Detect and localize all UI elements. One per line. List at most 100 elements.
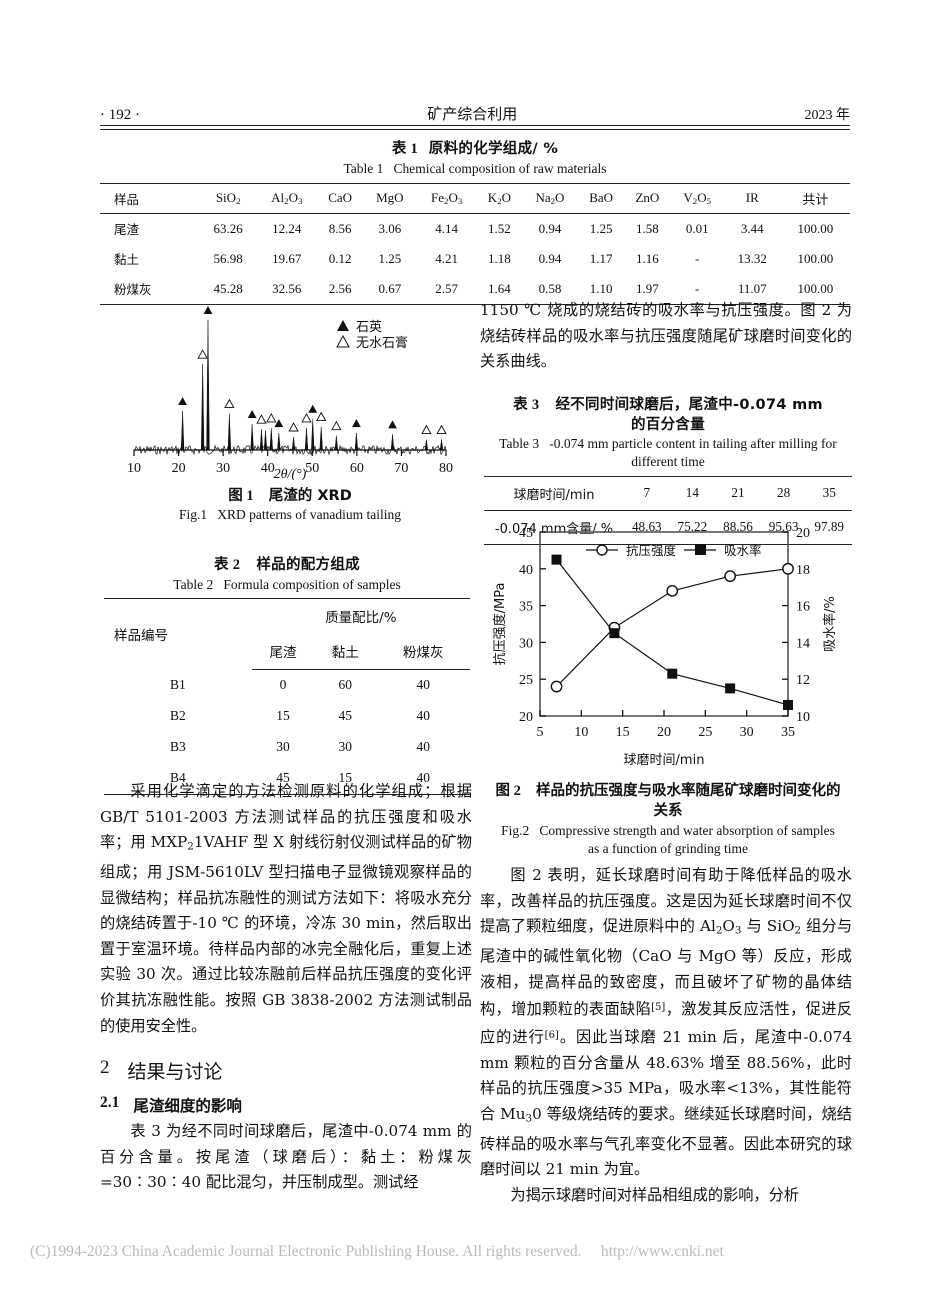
open-circle-icon	[782, 562, 794, 575]
filled-triangle-icon	[203, 306, 213, 314]
table-3-row-label: -0.074 mm含量/ %	[484, 510, 624, 545]
table-3-title-cn-l1: 经不同时间球磨后，尾渣中-0.074 mm	[555, 397, 823, 413]
table-3-block: 表 3 经不同时间球磨后，尾渣中-0.074 mm 的百分含量 Table 3 …	[484, 396, 852, 545]
filled-square-icon	[609, 628, 620, 639]
paragraph-discussion: 图 2 表明，延长球磨时间有助于降低样品的吸水率，改善样品的抗压强度。这是因为延…	[480, 866, 853, 1179]
axis-tick-label: 40	[261, 461, 275, 476]
table-2-sub-header-row: 尾渣 黏土 粉煤灰	[104, 633, 470, 670]
table-row: 粉煤灰 45.28 32.56 2.56 0.67 2.57 1.64 0.58 1.10 1.9…	[100, 273, 850, 305]
figure-2-chart: 5 10 15 20 25 30 35 20 25 30 35 40 45 10 12 14 16 18 20 抗压…	[492, 526, 838, 768]
figure-2-title-en-l1: Compressive strength and water absorptio…	[539, 822, 835, 838]
table-2-block: 表 2 样品的配方组成 Table 2 Formula composition …	[104, 556, 470, 795]
publication-year: 2023 年	[804, 108, 850, 123]
section-2-title: 结果与讨论	[127, 1061, 223, 1084]
cell-value: 45.28	[199, 273, 257, 305]
cell-value: 3.44	[740, 220, 764, 236]
col-header-zno: ZnO	[624, 182, 671, 214]
xrd-peak	[277, 433, 281, 451]
plot-frame	[539, 531, 789, 717]
cell-time: 35	[806, 475, 852, 511]
xrd-peak	[354, 433, 359, 451]
cell-sample-name: 粉煤灰	[100, 273, 200, 305]
open-triangle-icon	[288, 422, 299, 432]
figure-2-title-en-l2: as a function of grinding time	[587, 841, 749, 857]
cell-value: 40	[416, 708, 430, 724]
cell-value: 100.00	[797, 250, 834, 266]
table-row: B3 30 30 40	[104, 732, 470, 763]
x-axis-tick-label: 5	[537, 725, 544, 740]
figure-1-label-cn: 图 1	[228, 488, 254, 504]
table-2-body: B1 0 60 40 B2 15 45 40 B3 30 30 40 B4 45 15 40	[104, 669, 470, 795]
col-header-fe2o3: Fe2O3	[416, 182, 477, 214]
section-2-number: 2	[100, 1057, 110, 1079]
x-axis-tick-label: 25	[698, 725, 712, 740]
cell-value: 30	[338, 739, 353, 755]
figure-2-series	[550, 554, 794, 710]
cell-value: 60	[338, 677, 353, 693]
figure-2-title-cn-l2: 关系	[653, 803, 683, 820]
xrd-peak	[390, 434, 395, 451]
cell-value: 0.12	[328, 250, 352, 266]
xrd-peak	[304, 427, 309, 451]
right-column-top-text: 1150 ℃ 烧成的烧结砖的吸水率与抗压强度。图 2 为烧结砖样品的吸水率与抗压…	[480, 298, 852, 375]
open-triangle-icon	[266, 412, 277, 423]
legend-label-strength: 抗压强度	[626, 543, 677, 558]
x-axis-tick-label: 10	[574, 725, 588, 740]
cell-value: 0.58	[521, 273, 579, 305]
open-circle-icon	[550, 680, 563, 693]
legend-label-quartz: 石英	[356, 320, 382, 335]
running-head: · 192 · 矿产综合利用 2023 年	[100, 103, 850, 124]
figure-1-block: 10 20 30 40 50 60 70 80 石英 无水石膏 2θ/(°) 图 1 尾渣的 …	[112, 300, 468, 525]
cell-value: -	[670, 273, 724, 305]
figure-1-title-en: XRD patterns of vanadium tailing	[217, 507, 401, 523]
xrd-peak	[206, 319, 210, 451]
xrd-phase-markers	[178, 306, 447, 435]
x-axis-tick-label: 15	[616, 725, 630, 740]
y-axis-tick-label: 20	[519, 710, 533, 725]
cell-content: 88.56	[715, 510, 761, 545]
y2-axis-label: 吸水率/%	[822, 596, 838, 652]
figure-2-legend: 抗压强度 吸水率	[586, 543, 762, 558]
axis-tick-label: 70	[394, 461, 408, 476]
copyright-text: (C)1994-2023 China Academic Journal Elec…	[30, 1243, 582, 1260]
cell-sample-name: 尾渣	[114, 222, 140, 238]
table-1-header-row: 样品 SiO2 Al2O3 CaO MgO Fe2O3 K2O Na2O BaO…	[100, 182, 850, 214]
cell-sample-id: B3	[170, 739, 186, 755]
cell-value: 2.56	[317, 273, 364, 305]
figure-2-title-cn-l1: 样品的抗压强度与吸水率随尾矿球磨时间变化的	[536, 783, 841, 799]
cnki-url[interactable]: http://www.cnki.net	[600, 1243, 724, 1260]
cell-value: 45	[251, 762, 315, 795]
y-axis-label: 抗压强度/MPa	[492, 583, 508, 666]
cell-value: 1.18	[488, 250, 511, 266]
filled-triangle-icon	[178, 397, 187, 405]
section-2-1-title: 尾渣细度的影响	[133, 1097, 242, 1116]
table-1-block: 表 1 原料的化学组成/ % Table 1 Chemical composit…	[100, 140, 850, 305]
legend-label-anhydrite: 无水石膏	[356, 335, 408, 351]
paragraph-fineness: 表 3 为经不同时间球磨后，尾渣中-0.074 mm 的百分含量。按尾渣（球磨后…	[100, 1122, 472, 1192]
cell-value: 3.06	[378, 220, 402, 236]
cell-value: 40	[416, 739, 430, 755]
table-row: 尾渣 63.26 12.24 8.56 3.06 4.14 1.52 0.94 1.25 1.58…	[100, 213, 850, 244]
xrd-peak	[319, 426, 323, 451]
table-2-group-header: 质量配比/%	[251, 597, 470, 634]
cell-value: 45	[338, 708, 353, 724]
cell-sample-name: 黏土	[114, 252, 140, 268]
col-header-total: 共计	[780, 182, 850, 214]
cell-value: 12.24	[272, 220, 302, 236]
x-axis-tick-label: 35	[781, 725, 795, 740]
y-axis-tick-label: 30	[519, 636, 533, 651]
filled-triangle-icon	[352, 419, 361, 428]
y-axis-tick-label: 40	[519, 563, 533, 578]
xrd-peak	[291, 436, 296, 451]
table-2-subheader-clay: 黏土	[314, 633, 377, 670]
cell-value: 40	[416, 677, 430, 693]
x-axis-tick-label: 30	[740, 725, 754, 740]
cell-sample-id: B4	[104, 762, 252, 795]
col-header-na2o: Na2O	[521, 182, 579, 214]
axis-tick-label: 20	[172, 461, 186, 476]
y-axis-tick-label: 35	[519, 600, 533, 615]
cell-content: 95.63	[760, 510, 807, 545]
figure-2-label-cn: 图 2	[495, 783, 521, 799]
cell-time: 21	[715, 475, 761, 511]
y2-axis-tick-label: 10	[796, 710, 810, 725]
